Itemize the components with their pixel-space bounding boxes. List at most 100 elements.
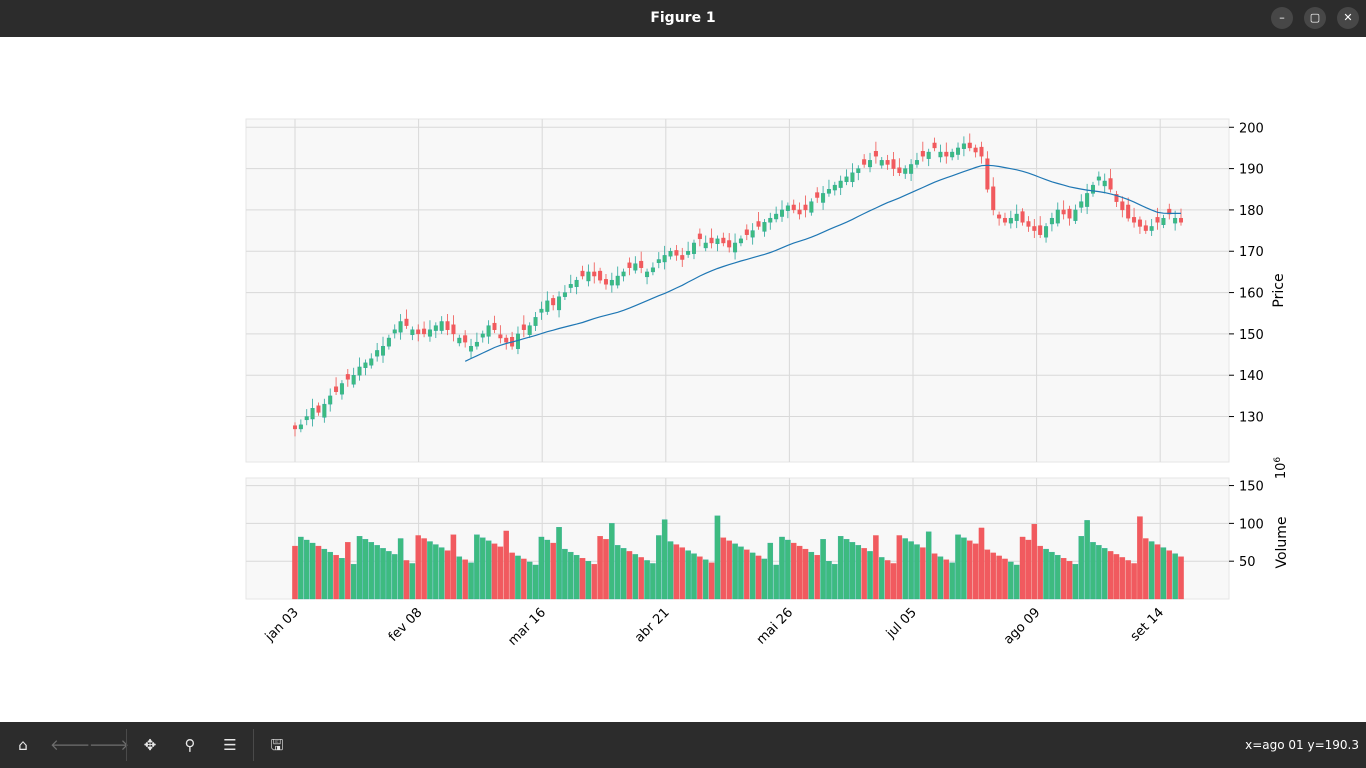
candle-body [375,350,380,357]
volume-bar [1002,558,1008,600]
candle-body [551,298,556,306]
volume-bar [309,542,316,600]
candle-body [398,321,403,333]
candle-body [662,255,667,263]
volume-bar [356,536,363,600]
back-button[interactable]: 🡐 [50,736,91,754]
volume-bar [303,539,310,600]
window-title: Figure 1 [650,10,716,26]
candle-body [304,416,309,421]
volume-bar [896,535,903,600]
volume-bar [808,551,815,600]
volume-bar [738,546,744,600]
price-tick-label: 160 [1239,287,1264,302]
candle-body [668,251,673,257]
configure-subplots-button[interactable]: ☰ [223,736,237,754]
volume-bar [1107,551,1114,600]
candle-body [832,184,837,191]
candle-body [715,238,720,245]
candle-body [545,300,550,312]
volume-bar [961,537,967,600]
candle-body [897,167,902,173]
candle-body [762,222,767,232]
price-tick-label: 200 [1239,121,1264,136]
candlestick-chart[interactable]: jan 03 fev 08 mar 16 abr 21 mai 26 jul 05 ago … [0,37,1366,722]
volume-bar [685,550,691,600]
candle-body [1044,226,1049,238]
volume-bar [1101,548,1108,600]
volume-bar [996,555,1002,600]
volume-bar [562,548,568,600]
volume-bar [632,554,639,600]
volume-bar [603,539,609,600]
volume-bar [767,542,774,600]
candle-body [844,176,849,183]
candle-body [967,142,972,149]
volume-bar [1148,541,1155,600]
volume-bar [931,553,938,600]
maximize-button[interactable]: ▢ [1304,7,1326,29]
title-bar: Figure 1 – ▢ ✕ [0,0,1366,37]
candle-body [920,151,925,157]
volume-bar [515,555,521,600]
zoom-button[interactable]: ⚲ [184,736,196,754]
volume-bar [438,547,445,600]
volume-bar [292,545,298,600]
candle-body [656,259,661,264]
candle-body [1026,221,1031,227]
candle-body [780,209,785,217]
forward-button[interactable]: 🡒 [89,736,130,754]
volume-bar [1090,542,1096,600]
x-tick-label: abr 21 [632,605,672,645]
x-tick-label: ago 09 [1001,605,1043,647]
navigation-toolbar: ⌂ 🡐 🡒 ✥ ⚲ ☰ 🖫 x=ago 01 y=190.3 [0,722,1366,768]
candle-body [293,425,298,430]
volume-bar [908,541,914,600]
candle-body [785,205,790,211]
candle-body [621,271,626,277]
candle-body [498,334,503,339]
pan-button[interactable]: ✥ [143,736,157,754]
volume-bar [1154,544,1161,600]
volume-bar [614,545,621,600]
volume-bar [597,536,603,600]
candle-body [1073,209,1078,221]
volume-bar [726,540,732,600]
minimize-button[interactable]: – [1271,7,1293,29]
save-button[interactable]: 🖫 [270,736,284,754]
volume-bar [350,564,357,600]
candle-body [527,325,532,335]
home-button[interactable]: ⌂ [18,736,28,754]
candle-body [733,242,738,253]
candle-body [1049,217,1054,225]
close-button[interactable]: ✕ [1337,7,1359,29]
x-tick-label: fev 08 [386,605,426,645]
candle-body [744,229,749,235]
volume-bar [397,538,404,600]
candle-body [1014,213,1019,221]
candle-body [392,329,397,334]
price-tick-label: 170 [1239,245,1264,260]
candle-body [316,405,321,413]
volume-bar [462,559,468,600]
candle-body [568,284,573,288]
candle-body [1137,219,1142,227]
candle-body [774,213,779,220]
candle-body [603,279,608,285]
volume-bar [380,548,386,600]
candle-body [1008,217,1013,224]
volume-bar [943,559,950,600]
figure-canvas[interactable]: jan 03 fev 08 mar 16 abr 21 mai 26 jul 05 ago … [0,37,1366,722]
candle-body [615,275,620,286]
volume-bar [427,541,433,600]
volume-bar [444,550,451,600]
volume-bar [403,560,410,600]
candle-body [838,180,843,188]
volume-bar [826,561,832,600]
volume-bar [526,561,533,600]
volume-bar [832,564,838,600]
volume-bar [761,558,768,600]
volume-bar [1066,561,1073,600]
volume-bar [1125,560,1131,600]
volume-bar [667,541,674,600]
